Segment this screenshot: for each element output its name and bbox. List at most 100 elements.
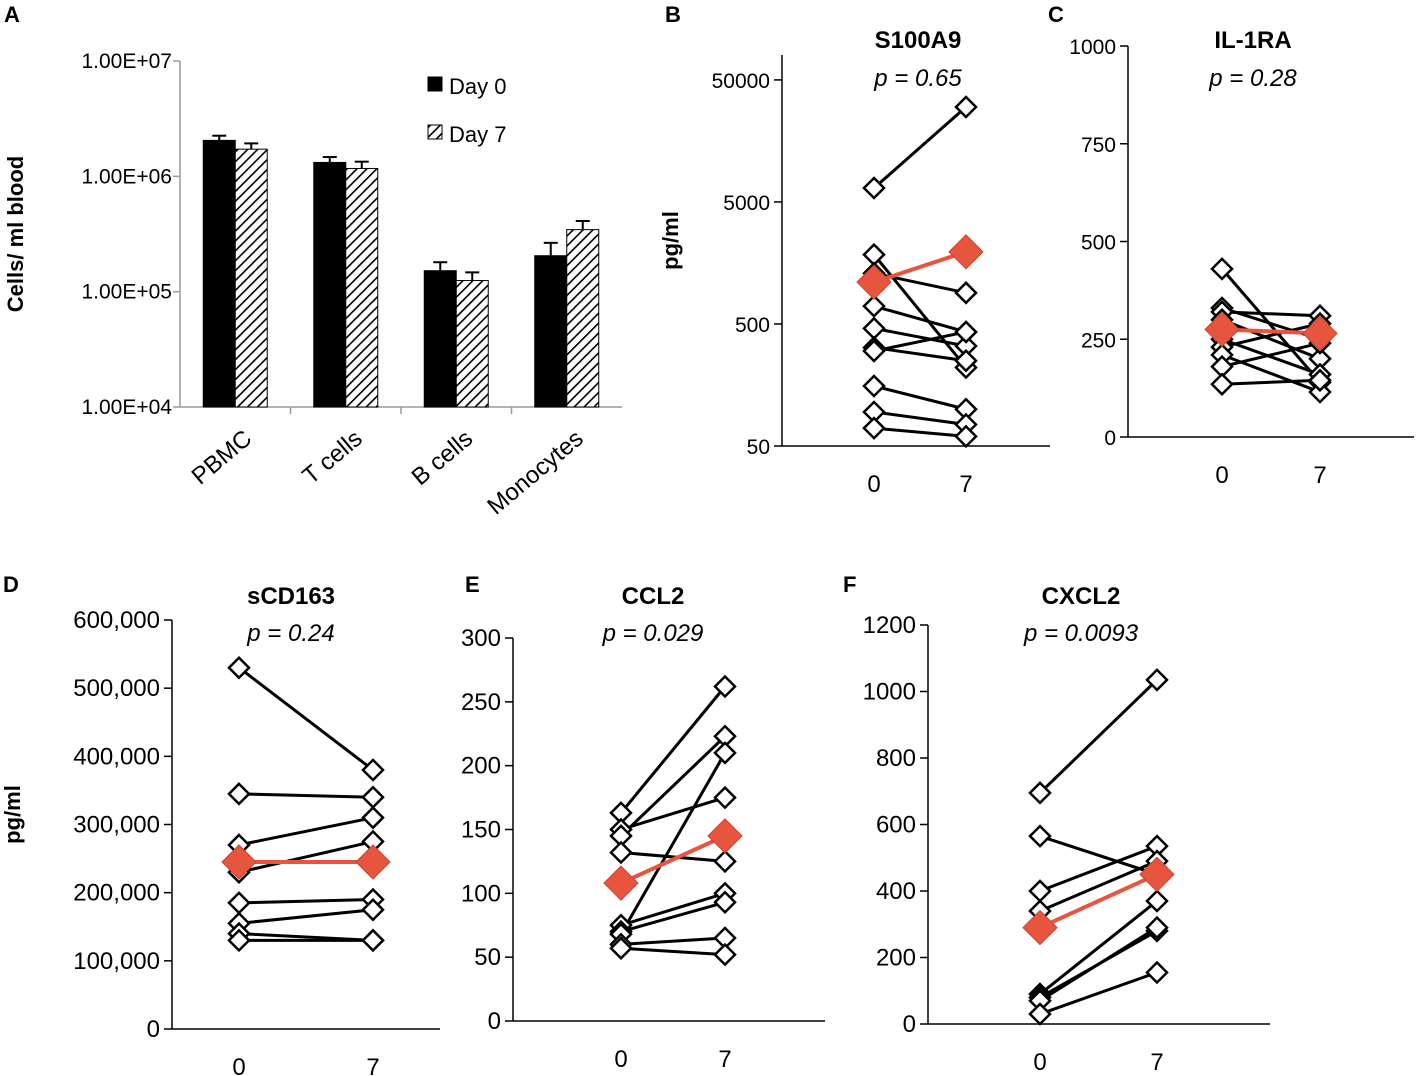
panel-d-subject-line: [238, 897, 374, 905]
panel-c-y-tick-label: 1000: [1069, 36, 1116, 59]
panel-d-subject-point-day0: [227, 655, 251, 680]
legend-label-day7: Day 7: [449, 122, 506, 147]
panel-letter-d: D: [3, 572, 19, 597]
panel-c-subject-line: [1221, 322, 1321, 349]
panel-d-subject-point-day7: [361, 928, 385, 953]
panel-b-mean-point-day0: [856, 264, 892, 300]
panel-b-x-tick-label: 7: [959, 471, 972, 498]
panel-a-bar-day7: [345, 167, 379, 408]
panel-d-mean-point-day7: [355, 844, 391, 880]
panel-d-y-axis-label: pg/ml: [0, 785, 25, 844]
panel-e-subject-point-day0: [609, 840, 633, 865]
panel-a-bar-day0: [202, 139, 236, 408]
panel-c-y-tick-label: 500: [1081, 232, 1116, 255]
panel-e-subject-line: [620, 900, 726, 934]
panel-b-subject-point-day0: [862, 416, 886, 440]
panel-b-p-value: p = 0.65: [873, 65, 962, 92]
panel-a-bar-day0: [534, 255, 568, 408]
panel-c-y-tick-label: 0: [1104, 427, 1116, 450]
panel-c-subject-point-day7: [1308, 368, 1332, 393]
panel-d-y-tick-label: 600,000: [73, 607, 160, 634]
panel-f-subject-point-day7: [1145, 889, 1169, 913]
panel-b-mean-point-day7: [948, 234, 984, 270]
panel-f-subject-point-day0: [1028, 1002, 1052, 1026]
panel-b-subject-line: [873, 346, 967, 363]
panel-b-y-tick-label: 500: [735, 314, 770, 337]
panel-f-subject-point-day7: [1145, 960, 1169, 985]
panel-a-y-tick-label: 1.00E+07: [81, 50, 172, 73]
panel-f-subject-point-day0: [1028, 781, 1052, 805]
panel-c-subject-point-day0: [1210, 372, 1234, 396]
legend-swatch-day0: [427, 76, 443, 92]
panel-a-y-tick-label: 1.00E+06: [81, 165, 172, 188]
legend-label-day0: Day 0: [449, 74, 506, 99]
panel-c-subject-line: [1221, 310, 1321, 318]
panel-b-subject-line: [873, 304, 967, 334]
panel-e-subject-line: [619, 735, 727, 837]
panel-b-subject-line: [872, 253, 968, 369]
panel-e-subject-point-day7: [713, 849, 737, 874]
panel-b-subject-point-day7: [954, 348, 978, 373]
panel-a-y-axis-label: Cells/ ml blood: [3, 156, 28, 312]
panel-f-subject-point-day7: [1145, 668, 1169, 692]
panel-e-y-tick-label: 100: [461, 880, 501, 907]
panel-c-mean-point-day7: [1302, 315, 1338, 352]
panel-b-title: S100A9: [875, 27, 962, 54]
panel-f-subject-point-day0: [1028, 824, 1052, 848]
panel-c-subject-line: [1221, 353, 1321, 394]
panel-d-subject-point-day7: [361, 897, 385, 922]
panel-c-y-tick-label: 750: [1081, 134, 1116, 157]
panel-a-bar-day7: [234, 148, 268, 408]
panel-d-subject-point-day0: [227, 782, 251, 806]
panel-b-subject-point-day7: [954, 281, 978, 305]
panel-e-subject-line: [620, 850, 726, 863]
panel-d-x-tick-label: 0: [232, 1054, 245, 1076]
panel-c-subject-line: [1221, 337, 1321, 376]
panel-c-subject-line: [1221, 318, 1321, 361]
panel-e-mean-point-day7: [707, 818, 743, 854]
panel-f-x-tick-label: 7: [1150, 1049, 1163, 1076]
panel-e-subject-point-day0: [609, 936, 633, 960]
panel-d-subject-line: [238, 908, 374, 925]
panel-e-subject-line: [620, 796, 726, 831]
panel-f-title: CXCL2: [1042, 583, 1121, 610]
panel-f-y-tick-label: 1200: [863, 612, 916, 639]
panel-b-subject-line: [873, 426, 967, 438]
panel-a-bar-day0: [423, 270, 457, 408]
panel-b-subject-point-day0: [862, 294, 886, 318]
panel-a-bar-day7: [566, 229, 600, 408]
panel-d-subject-point-day0: [227, 891, 251, 915]
panel-e-x-tick-label: 7: [718, 1046, 731, 1073]
panel-e-title: CCL2: [622, 583, 685, 610]
panel-b-y-axis-label: pg/ml: [658, 211, 683, 270]
panel-b-subject-point-day7: [954, 320, 978, 344]
panel-b-subject-point-day0: [862, 176, 886, 200]
panel-b-subject-point-day7: [954, 95, 978, 119]
panel-c-subject-line: [1220, 267, 1322, 384]
panel-b-subject-point-day0: [862, 316, 886, 341]
panel-b-x-tick-label: 0: [867, 471, 880, 498]
panel-e-y-tick-label: 300: [461, 625, 501, 652]
panel-b-mean-line: [873, 249, 967, 285]
panel-letter-a: A: [4, 2, 20, 27]
panel-d-subject-line: [238, 666, 374, 772]
panel-e-subject-line: [620, 946, 726, 957]
panel-b-subject-line: [873, 410, 967, 426]
panel-b-subject-point-day7: [954, 424, 978, 449]
panel-b-subject-point-day0: [862, 339, 886, 363]
panel-c-subject-point-day0: [1210, 257, 1234, 281]
panel-d-p-value: p = 0.24: [246, 620, 334, 647]
legend-swatch-day7: [427, 124, 443, 140]
panel-d-subject-line: [238, 816, 374, 847]
panel-c-p-value: p = 0.28: [1208, 65, 1297, 92]
panel-e-p-value: p = 0.029: [602, 620, 704, 647]
panel-a-category-label: PBMC: [187, 425, 257, 490]
panel-e-mean-point-day0: [603, 865, 639, 901]
panel-c-subject-line: [1221, 341, 1321, 369]
panel-f-subject-point-day7: [1145, 915, 1169, 940]
panel-f-mean-point-day7: [1139, 856, 1175, 893]
panel-e-y-tick-label: 0: [488, 1008, 501, 1035]
panel-e-subject-point-day7: [713, 674, 737, 699]
panel-f-subject-line: [1038, 678, 1159, 794]
panel-e-x-tick-label: 0: [614, 1046, 627, 1073]
